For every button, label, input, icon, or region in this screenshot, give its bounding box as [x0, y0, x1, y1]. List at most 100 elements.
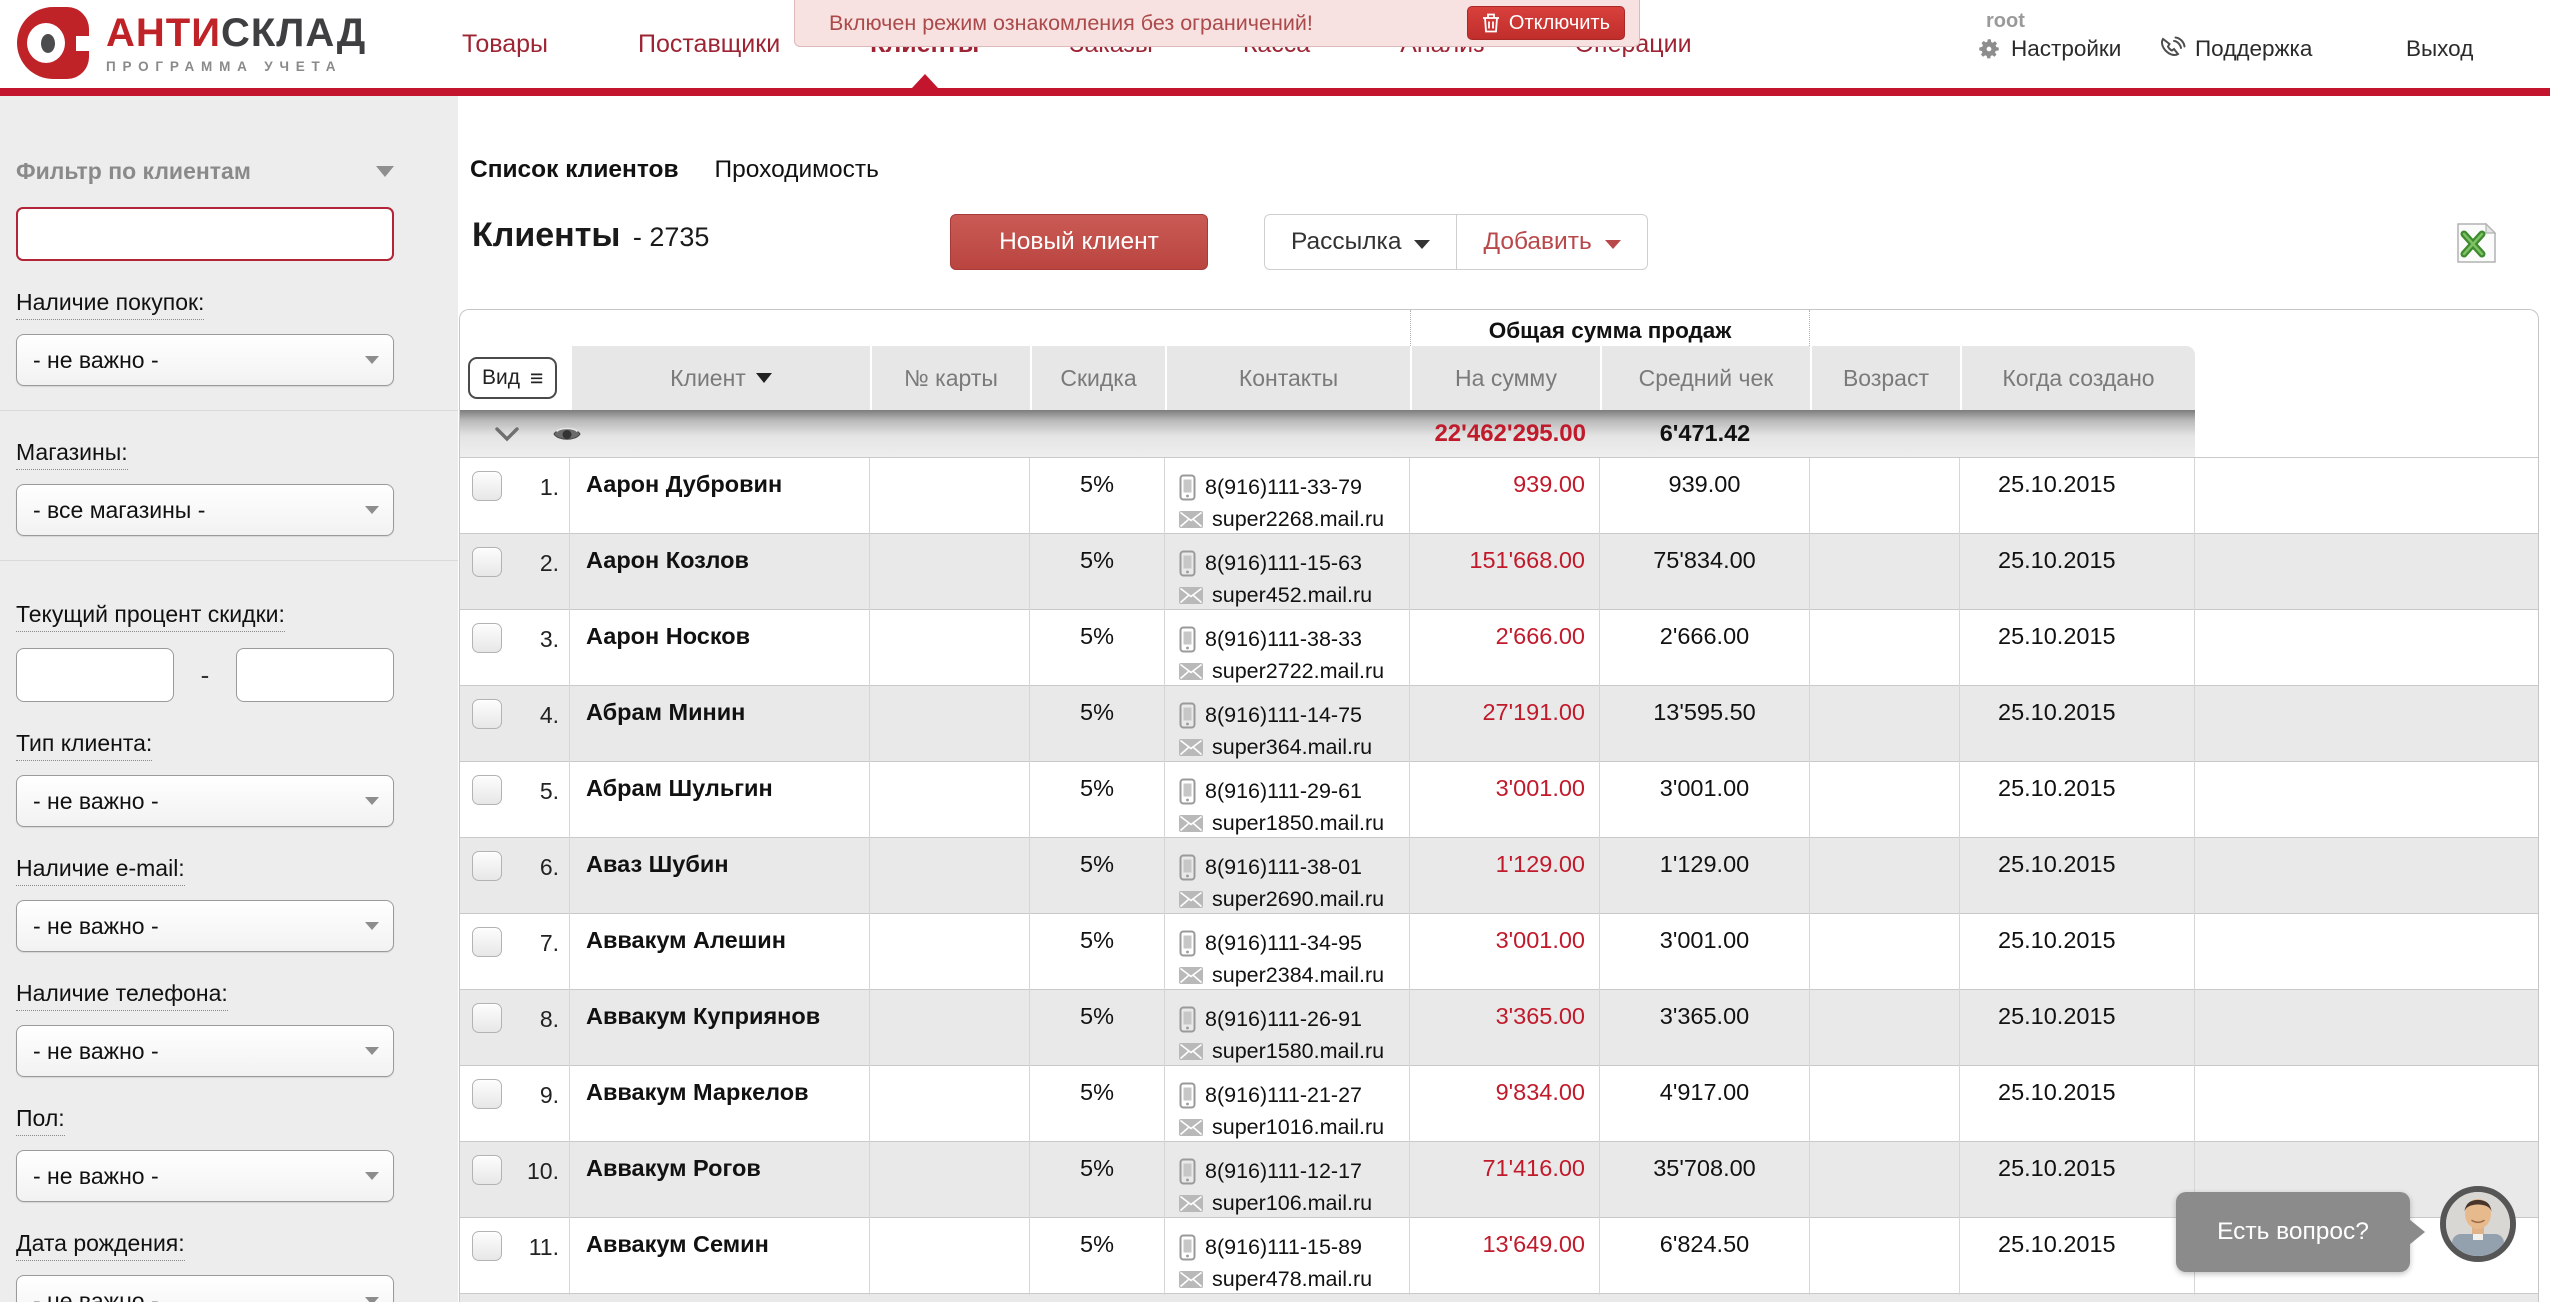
- tab-client-list[interactable]: Список клиентов: [470, 156, 679, 183]
- birthday-filter-label[interactable]: Дата рождения:: [16, 1230, 185, 1261]
- logo-subtitle: ПРОГРАММА УЧЕТА: [106, 59, 343, 74]
- dropdown-caret-icon: [1604, 239, 1621, 249]
- client-email: super1580.mail.ru: [1212, 1038, 1385, 1063]
- sum-cell: 9'834.00: [1410, 1066, 1600, 1143]
- client-name-cell[interactable]: Аввакум Семин: [570, 1218, 870, 1295]
- col-header-contacts[interactable]: Контакты: [1165, 346, 1410, 410]
- nav-item-postavshchiki[interactable]: Поставщики: [638, 29, 781, 58]
- client-name-cell[interactable]: Аввакум Рогов: [570, 1142, 870, 1219]
- collapse-group-chevron-icon[interactable]: [494, 426, 520, 442]
- gender-filter-label[interactable]: Пол:: [16, 1105, 65, 1136]
- tab-traffic[interactable]: Проходимость: [714, 156, 879, 183]
- chat-operator-avatar[interactable]: [2440, 1186, 2516, 1262]
- discount-filter-label[interactable]: Текущий процент скидки:: [16, 601, 285, 632]
- contacts-cell: 8(916)111-15-89 super478.mail.ru: [1165, 1218, 1410, 1295]
- mailing-dropdown-button[interactable]: Рассылка: [1265, 215, 1458, 269]
- app-logo[interactable]: АНТИСКЛАД ПРОГРАММА УЧЕТА: [16, 6, 366, 80]
- col-header-discount[interactable]: Скидка: [1030, 346, 1165, 410]
- row-select-cell: 10.: [460, 1142, 570, 1219]
- header-accent-bar: [0, 88, 2550, 96]
- email-filter-label[interactable]: Наличие e-mail:: [16, 855, 185, 886]
- client-name-cell[interactable]: Аарон Козлов: [570, 534, 870, 611]
- shops-filter-select[interactable]: - все магазины -: [16, 484, 394, 536]
- discount-from-input[interactable]: [16, 648, 174, 702]
- settings-link[interactable]: Настройки: [1976, 34, 2121, 64]
- row-select-cell: 11.: [460, 1218, 570, 1295]
- phone-filter-select[interactable]: - не важно -: [16, 1025, 394, 1077]
- logout-link[interactable]: Выход: [2406, 34, 2473, 64]
- new-client-button[interactable]: Новый клиент: [950, 214, 1208, 270]
- age-cell: [1810, 1142, 1960, 1219]
- col-header-avg-check[interactable]: Средний чек: [1600, 346, 1810, 410]
- card-number-cell: [870, 1142, 1030, 1219]
- nav-item-tovary[interactable]: Товары: [462, 29, 548, 58]
- discount-cell: 5%: [1030, 914, 1165, 991]
- support-link[interactable]: Поддержка: [2158, 34, 2312, 64]
- disable-trial-label: Отключить: [1508, 11, 1610, 34]
- purchases-filter-label[interactable]: Наличие покупок:: [16, 289, 205, 320]
- client-phone: 8(916)111-38-01: [1205, 854, 1362, 879]
- sidebar-divider: [0, 410, 458, 411]
- discount-cell: 5%: [1030, 534, 1165, 611]
- add-dropdown-button[interactable]: Добавить: [1457, 215, 1646, 269]
- row-checkbox[interactable]: [472, 699, 502, 729]
- contacts-cell: 8(916)111-38-33 super2722.mail.ru: [1165, 610, 1410, 687]
- table-row: 5. Абрам Шульгин 5% 8(916)111-29-61 supe…: [460, 761, 2538, 839]
- sum-cell: 71'416.00: [1410, 1142, 1600, 1219]
- export-excel-button[interactable]: [2453, 222, 2499, 264]
- email-envelope-icon: [1179, 738, 1203, 756]
- phone-filter-label[interactable]: Наличие телефона:: [16, 980, 228, 1011]
- row-checkbox[interactable]: [472, 1079, 502, 1109]
- client-search-input[interactable]: [16, 207, 394, 261]
- chat-prompt-bubble[interactable]: Есть вопрос?: [2176, 1192, 2425, 1272]
- client-name-cell[interactable]: Абрам Минин: [570, 686, 870, 763]
- visibility-eye-icon[interactable]: [552, 423, 582, 445]
- row-checkbox[interactable]: [472, 471, 502, 501]
- row-checkbox[interactable]: [472, 775, 502, 805]
- card-number-cell: [870, 914, 1030, 991]
- view-button[interactable]: Вид ≡: [468, 357, 558, 399]
- row-checkbox[interactable]: [472, 623, 502, 653]
- client-type-filter-label[interactable]: Тип клиента:: [16, 730, 153, 761]
- col-header-created[interactable]: Когда создано: [1960, 346, 2195, 410]
- contacts-cell: 8(916)111-38-01 super2690.mail.ru: [1165, 838, 1410, 915]
- client-name-cell[interactable]: Аввакум Куприянов: [570, 990, 870, 1067]
- active-tab-caret-icon: [911, 73, 938, 88]
- client-name-cell[interactable]: Аввакум Алешин: [570, 914, 870, 991]
- email-filter-select[interactable]: - не важно -: [16, 900, 394, 952]
- row-checkbox[interactable]: [472, 851, 502, 881]
- collapse-filter-icon[interactable]: [376, 166, 394, 177]
- birthday-filter-select[interactable]: - не важно -: [16, 1275, 394, 1302]
- mobile-phone-icon: [1179, 474, 1196, 500]
- col-header-client[interactable]: Клиент: [570, 346, 870, 410]
- client-name-cell[interactable]: Абрам Шульгин: [570, 762, 870, 839]
- purchases-filter-select[interactable]: - не важно -: [16, 334, 394, 386]
- row-checkbox[interactable]: [472, 1155, 502, 1185]
- disable-trial-button[interactable]: Отключить: [1466, 6, 1625, 40]
- dropdown-caret-icon: [1414, 239, 1431, 249]
- row-checkbox[interactable]: [472, 1003, 502, 1033]
- created-date-cell: 25.10.2015: [1960, 838, 2195, 915]
- gender-filter-select[interactable]: - не важно -: [16, 1150, 394, 1202]
- row-checkbox[interactable]: [472, 547, 502, 577]
- chevron-down-icon: [365, 506, 379, 514]
- client-name-cell[interactable]: Аввакум Маркелов: [570, 1066, 870, 1143]
- contacts-cell: 8(916)111-12-17 super106.mail.ru: [1165, 1142, 1410, 1219]
- client-email: super2384.mail.ru: [1212, 962, 1385, 987]
- discount-to-input[interactable]: [236, 648, 394, 702]
- client-name-cell[interactable]: Аарон Носков: [570, 610, 870, 687]
- client-email: super1850.mail.ru: [1212, 810, 1385, 835]
- client-name-cell[interactable]: Аваз Шубин: [570, 838, 870, 915]
- col-header-age[interactable]: Возраст: [1810, 346, 1960, 410]
- discount-cell: 5%: [1030, 686, 1165, 763]
- row-select-cell: 4.: [460, 686, 570, 763]
- client-type-filter-select[interactable]: - не важно -: [16, 775, 394, 827]
- col-header-sum[interactable]: На сумму: [1410, 346, 1600, 410]
- row-checkbox[interactable]: [472, 927, 502, 957]
- age-cell: [1810, 762, 1960, 839]
- row-checkbox[interactable]: [472, 1231, 502, 1261]
- shops-filter-label[interactable]: Магазины:: [16, 439, 128, 470]
- excel-icon: [2457, 222, 2497, 263]
- col-header-card[interactable]: № карты: [870, 346, 1030, 410]
- client-name-cell[interactable]: Аарон Дубровин: [570, 458, 870, 535]
